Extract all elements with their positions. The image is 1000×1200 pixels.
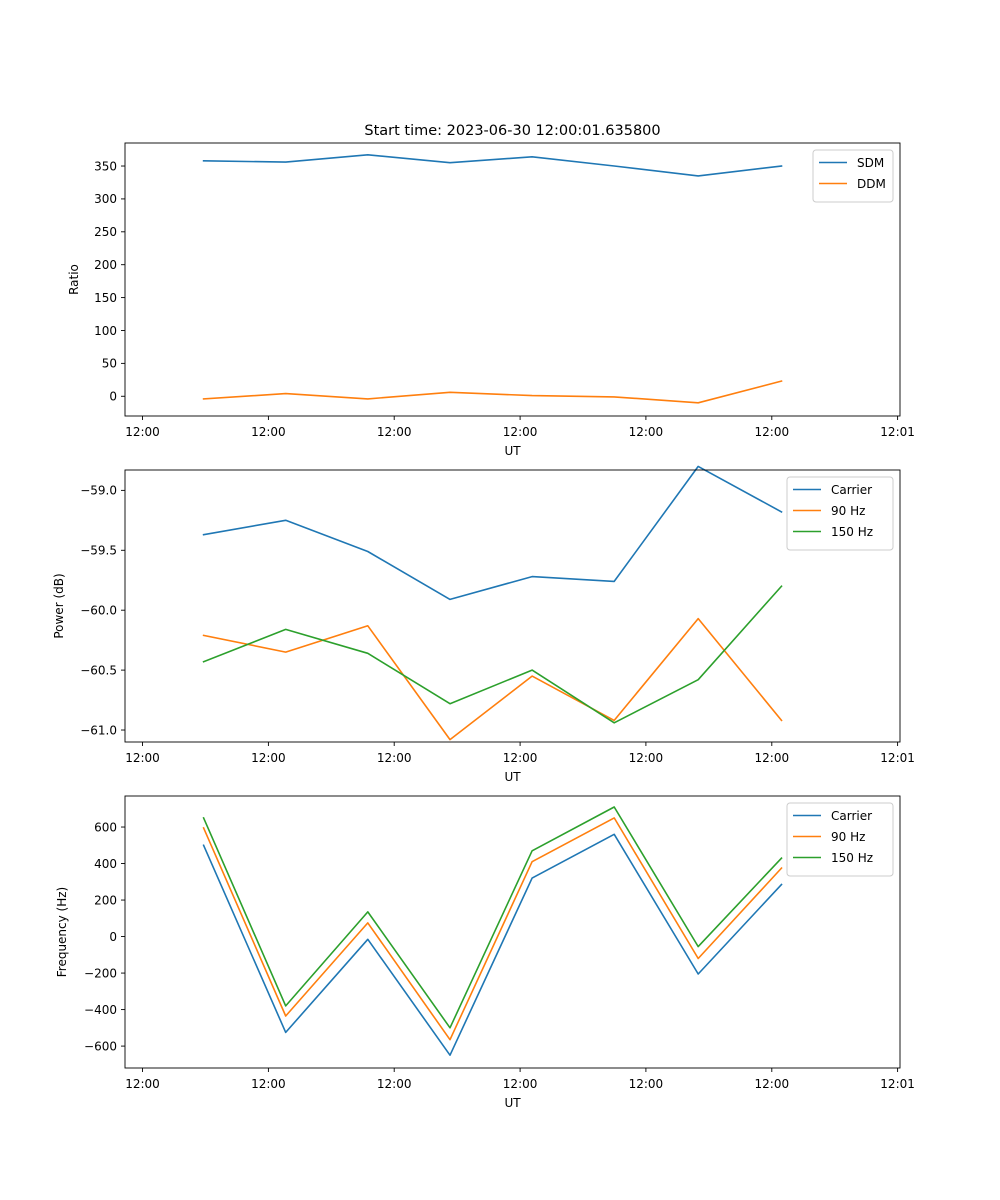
y-axis-label: Power (dB) [52,573,66,638]
series-line-carrier [202,465,783,601]
chart-2: 12:00 12:00 12:00 12:00 12:00 12:00 12:01 −61.0… [52,465,915,784]
x-tick-label: 12:00 [251,425,286,439]
series-line-sdm [202,154,783,177]
series-line-90-hz [202,617,783,741]
y-tick-label: 350 [94,159,117,173]
legend-label: Carrier [831,483,872,497]
x-axis-label: UT [504,770,521,784]
y-tick-label: 50 [102,357,117,371]
x-tick-label: 12:00 [125,751,160,765]
x-axis-label: UT [504,1096,521,1110]
y-tick-label: −61.0 [80,723,117,737]
axes-frame [124,142,901,417]
y-tick-label: −60.5 [80,663,117,677]
y-axis-label: Ratio [67,264,81,295]
x-tick-label: 12:00 [629,425,664,439]
y-tick-label: 150 [94,291,117,305]
x-tick-label: 12:00 [377,1077,412,1091]
x-tick-label: 12:00 [755,1077,790,1091]
legend-label: SDM [857,156,884,170]
legend-label: 90 Hz [831,830,865,844]
y-tick-label: −200 [84,966,117,980]
y-tick-label: −60.0 [80,603,117,617]
series-line-90-hz [202,817,783,1041]
y-tick-label: 200 [94,893,117,907]
x-tick-label: 12:00 [125,1077,160,1091]
y-tick-label: −400 [84,1003,117,1017]
x-tick-label: 12:01 [880,1077,915,1091]
x-tick-label: 12:00 [503,1077,538,1091]
y-tick-label: −59.5 [80,544,117,558]
y-tick-label: 200 [94,258,117,272]
series-line-150-hz [202,806,783,1029]
legend-label: 150 Hz [831,525,873,539]
y-tick-label: 100 [94,324,117,338]
series-line-carrier [202,833,783,1056]
y-tick-label: 250 [94,225,117,239]
y-tick-label: −59.0 [80,484,117,498]
chart-1: Start time: 2023-06-30 12:00:01.635800 12… [67,123,915,458]
x-tick-label: 12:01 [880,425,915,439]
y-axis-label: Frequency (Hz) [55,887,69,978]
x-tick-label: 12:00 [755,425,790,439]
legend-label: 150 Hz [831,851,873,865]
y-tick-label: −600 [84,1039,117,1053]
axes-frame [124,795,901,1069]
legend: SDM DDM [812,149,894,203]
y-tick-label: 600 [94,820,117,834]
x-tick-label: 12:00 [629,1077,664,1091]
chart-title: Start time: 2023-06-30 12:00:01.635800 [364,123,660,139]
x-tick-label: 12:00 [503,425,538,439]
legend: Carrier 90 Hz 150 Hz [786,802,894,877]
y-tick-label: 400 [94,857,117,871]
y-tick-label: 0 [109,930,117,944]
x-tick-label: 12:00 [251,751,286,765]
chart-3: 12:00 12:00 12:00 12:00 12:00 12:00 12:01 −600 −… [55,795,915,1110]
x-tick-label: 12:01 [880,751,915,765]
legend-label: DDM [857,177,886,191]
x-tick-label: 12:00 [503,751,538,765]
y-tick-label: 300 [94,192,117,206]
x-tick-label: 12:00 [755,751,790,765]
x-tick-label: 12:00 [251,1077,286,1091]
legend-label: 90 Hz [831,504,865,518]
x-tick-label: 12:00 [125,425,160,439]
series-line-150-hz [202,585,783,724]
y-tick-label: 0 [109,390,117,404]
x-tick-label: 12:00 [629,751,664,765]
x-tick-label: 12:00 [377,425,412,439]
legend-label: Carrier [831,809,872,823]
axes-frame [124,469,901,743]
x-axis-label: UT [504,444,521,458]
legend: Carrier 90 Hz 150 Hz [786,476,894,551]
x-tick-label: 12:00 [377,751,412,765]
series-line-ddm [202,380,783,404]
